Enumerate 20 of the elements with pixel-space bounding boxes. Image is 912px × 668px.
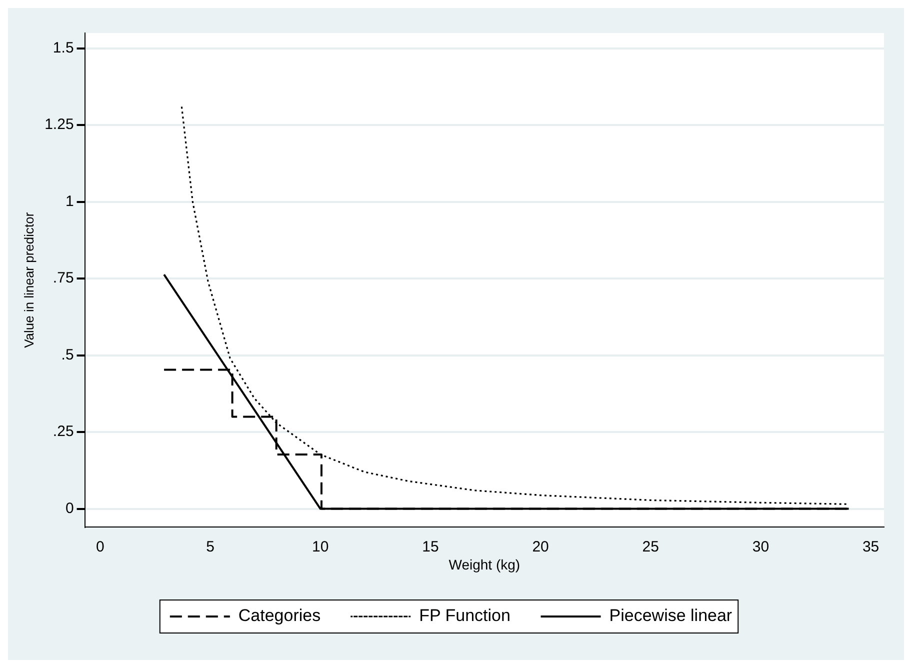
legend-label: Categories [238, 606, 321, 626]
x-tick-label: 30 [752, 538, 770, 556]
y-tick-label: 1 [65, 192, 74, 210]
x-axis-title: Weight (kg) [448, 556, 520, 572]
y-tick-label: .25 [52, 423, 74, 440]
y-axis-title: Value in linear predictor [21, 212, 36, 348]
x-tick-label: 5 [206, 538, 214, 556]
y-tick-label: 1.25 [44, 116, 74, 134]
y-tick-label: .5 [61, 346, 74, 364]
x-tick-label: 10 [312, 538, 329, 556]
y-tick-label: 0 [65, 500, 74, 517]
x-tick-label: 35 [862, 538, 880, 556]
legend-label: FP Function [419, 606, 510, 626]
x-tick-label: 0 [96, 538, 104, 556]
x-tick-label: 25 [642, 538, 659, 556]
y-tick-label: 1.5 [52, 39, 74, 56]
x-tick-label: 15 [422, 538, 439, 556]
y-tick-label: .75 [52, 270, 74, 287]
x-tick-label: 20 [532, 538, 549, 556]
legend-label: Piecewise linear [609, 606, 732, 626]
